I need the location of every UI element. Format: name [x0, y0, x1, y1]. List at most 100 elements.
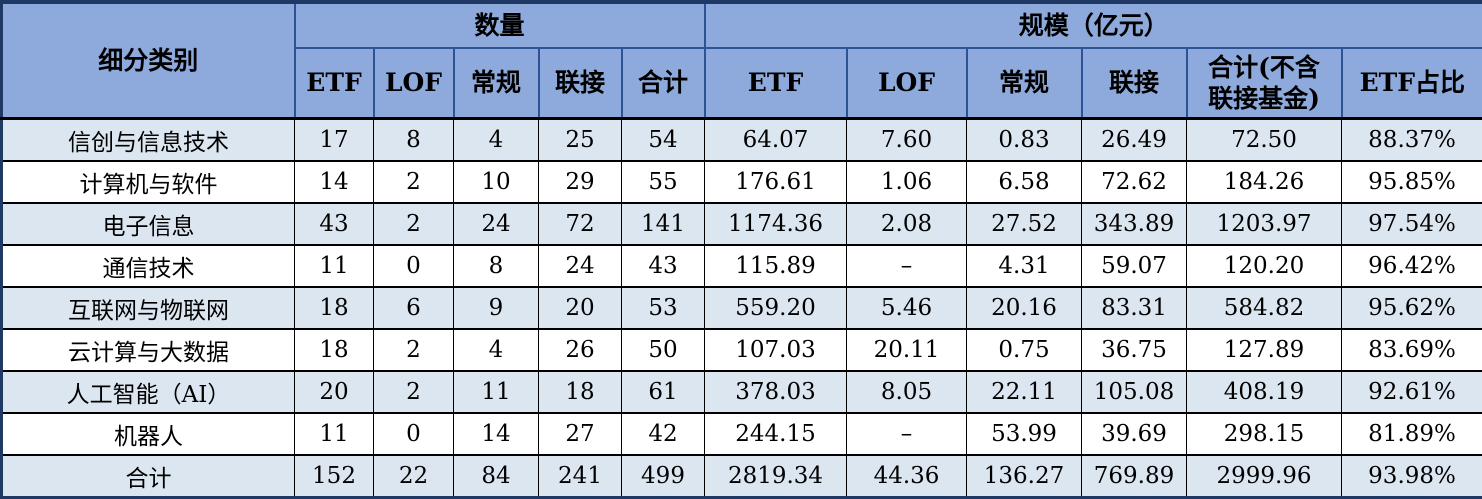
cell: 4: [454, 329, 539, 371]
column-header-category: 细分类别: [2, 2, 295, 118]
table-row: 互联网与物联网 18 6 9 20 53 559.20 5.46 20.16 8…: [2, 287, 1482, 329]
column-header-etf-share: ETF占比: [1342, 48, 1482, 118]
cell: 84: [454, 455, 539, 498]
cell: 10: [454, 161, 539, 203]
row-category: 合计: [2, 455, 295, 498]
cell: 584.82: [1187, 287, 1342, 329]
cell: 95.62%: [1342, 287, 1482, 329]
cell: 22: [374, 455, 454, 498]
header-group-row: 细分类别 数量 规模（亿元）: [2, 2, 1482, 48]
cell: 0.83: [967, 118, 1082, 161]
table-row: 人工智能（AI） 20 2 11 18 61 378.03 8.05 22.11…: [2, 371, 1482, 413]
cell: 2: [374, 329, 454, 371]
cell: 769.89: [1082, 455, 1187, 498]
cell: 343.89: [1082, 203, 1187, 245]
cell: 115.89: [705, 245, 847, 287]
cell: 43: [295, 203, 374, 245]
cell: 127.89: [1187, 329, 1342, 371]
cell: 54: [622, 118, 705, 161]
cell: 6: [374, 287, 454, 329]
cell: 20.11: [847, 329, 967, 371]
cell: 0: [374, 413, 454, 455]
table-row: 机器人 11 0 14 27 42 244.15 – 53.99 39.69 2…: [2, 413, 1482, 455]
column-header-qty-lof: LOF: [374, 48, 454, 118]
cell: 184.26: [1187, 161, 1342, 203]
cell: 499: [622, 455, 705, 498]
cell: 20.16: [967, 287, 1082, 329]
cell: 298.15: [1187, 413, 1342, 455]
table-row: 通信技术 11 0 8 24 43 115.89 – 4.31 59.07 12…: [2, 245, 1482, 287]
cell: 120.20: [1187, 245, 1342, 287]
cell: 4.31: [967, 245, 1082, 287]
cell: 20: [295, 371, 374, 413]
cell: 11: [295, 245, 374, 287]
row-category: 机器人: [2, 413, 295, 455]
cell: 20: [539, 287, 622, 329]
cell: 25: [539, 118, 622, 161]
cell: 2819.34: [705, 455, 847, 498]
cell: 39.69: [1082, 413, 1187, 455]
cell: 18: [295, 329, 374, 371]
cell: 2: [374, 371, 454, 413]
cell: 43: [622, 245, 705, 287]
cell: 88.37%: [1342, 118, 1482, 161]
cell: 2: [374, 203, 454, 245]
column-header-scale-etf: ETF: [705, 48, 847, 118]
cell: 107.03: [705, 329, 847, 371]
cell: 14: [295, 161, 374, 203]
group-header-quantity: 数量: [295, 2, 705, 48]
cell: 8: [454, 245, 539, 287]
group-header-scale: 规模（亿元）: [705, 2, 1482, 48]
cell: 83.31: [1082, 287, 1187, 329]
table-row: 云计算与大数据 18 2 4 26 50 107.03 20.11 0.75 3…: [2, 329, 1482, 371]
cell: 27: [539, 413, 622, 455]
cell: 241: [539, 455, 622, 498]
cell: 50: [622, 329, 705, 371]
column-header-qty-total: 合计: [622, 48, 705, 118]
cell: 96.42%: [1342, 245, 1482, 287]
cell: 24: [539, 245, 622, 287]
cell: 559.20: [705, 287, 847, 329]
column-header-qty-etf: ETF: [295, 48, 374, 118]
cell: –: [847, 413, 967, 455]
cell: 176.61: [705, 161, 847, 203]
cell: 64.07: [705, 118, 847, 161]
table-row: 电子信息 43 2 24 72 141 1174.36 2.08 27.52 3…: [2, 203, 1482, 245]
cell: 1.06: [847, 161, 967, 203]
column-header-qty-regular: 常规: [454, 48, 539, 118]
cell: 95.85%: [1342, 161, 1482, 203]
cell: 36.75: [1082, 329, 1187, 371]
cell: 24: [454, 203, 539, 245]
cell: 8.05: [847, 371, 967, 413]
table-row: 信创与信息技术 17 8 4 25 54 64.07 7.60 0.83 26.…: [2, 118, 1482, 161]
cell: 378.03: [705, 371, 847, 413]
cell: 4: [454, 118, 539, 161]
cell: 97.54%: [1342, 203, 1482, 245]
cell: 53.99: [967, 413, 1082, 455]
table-row: 计算机与软件 14 2 10 29 55 176.61 1.06 6.58 72…: [2, 161, 1482, 203]
column-header-scale-lof: LOF: [847, 48, 967, 118]
cell: 1174.36: [705, 203, 847, 245]
column-header-scale-feeder: 联接: [1082, 48, 1187, 118]
cell: 27.52: [967, 203, 1082, 245]
cell: –: [847, 245, 967, 287]
cell: 141: [622, 203, 705, 245]
cell: 6.58: [967, 161, 1082, 203]
cell: 8: [374, 118, 454, 161]
cell: 81.89%: [1342, 413, 1482, 455]
cell: 18: [539, 371, 622, 413]
cell: 2999.96: [1187, 455, 1342, 498]
cell: 105.08: [1082, 371, 1187, 413]
row-category: 互联网与物联网: [2, 287, 295, 329]
column-header-scale-regular: 常规: [967, 48, 1082, 118]
column-header-scale-total-excl-feeder: 合计(不含 联接基金): [1187, 48, 1342, 118]
cell: 14: [454, 413, 539, 455]
cell: 5.46: [847, 287, 967, 329]
cell: 83.69%: [1342, 329, 1482, 371]
cell: 0.75: [967, 329, 1082, 371]
cell: 22.11: [967, 371, 1082, 413]
cell: 59.07: [1082, 245, 1187, 287]
row-category: 电子信息: [2, 203, 295, 245]
cell: 29: [539, 161, 622, 203]
